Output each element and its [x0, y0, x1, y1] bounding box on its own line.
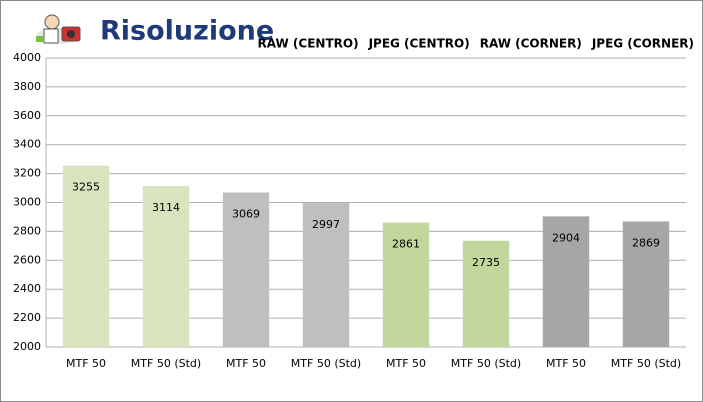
- x-tick-label: MTF 50: [386, 357, 426, 370]
- value-label: 2735: [472, 256, 500, 269]
- bar: [462, 240, 510, 347]
- logo-icon: [36, 14, 81, 44]
- y-tick-label: 4000: [13, 51, 41, 64]
- x-tick-label: MTF 50: [546, 357, 586, 370]
- x-tick-label: MTF 50 (Std): [451, 357, 521, 370]
- y-tick-label: 2400: [13, 282, 41, 295]
- x-tick-label: MTF 50: [226, 357, 266, 370]
- bar: [62, 165, 110, 347]
- bar: [302, 202, 350, 347]
- legend-entry: RAW (CENTRO): [258, 37, 359, 51]
- y-tick-label: 2200: [13, 311, 41, 324]
- legend-entry: JPEG (CENTRO): [368, 37, 470, 51]
- value-label: 2997: [312, 218, 340, 231]
- bar: [542, 216, 590, 347]
- y-tick-label: 3600: [13, 109, 41, 122]
- legend-entry: JPEG (CORNER): [591, 37, 694, 51]
- bar: [622, 221, 670, 347]
- value-label: 3114: [152, 201, 180, 214]
- y-tick-label: 2000: [13, 340, 41, 353]
- y-tick-label: 3400: [13, 138, 41, 151]
- value-label: 2904: [552, 231, 580, 244]
- y-tick-label: 3200: [13, 167, 41, 180]
- x-tick-label: MTF 50 (Std): [131, 357, 201, 370]
- y-tick-label: 3800: [13, 80, 41, 93]
- legend-entry: RAW (CORNER): [480, 37, 582, 51]
- y-tick-label: 2600: [13, 253, 41, 266]
- bar: [142, 186, 190, 347]
- value-label: 3255: [72, 181, 100, 194]
- value-label: 3069: [232, 208, 260, 221]
- bar: [382, 222, 430, 347]
- chart-title: Risoluzione: [100, 16, 274, 47]
- x-tick-label: MTF 50 (Std): [291, 357, 361, 370]
- value-label: 2869: [632, 236, 660, 249]
- x-tick-label: MTF 50: [66, 357, 106, 370]
- value-label: 2861: [392, 238, 420, 251]
- y-tick-label: 3000: [13, 196, 41, 209]
- x-tick-label: MTF 50 (Std): [611, 357, 681, 370]
- y-tick-label: 2800: [13, 224, 41, 237]
- bar: [222, 192, 270, 347]
